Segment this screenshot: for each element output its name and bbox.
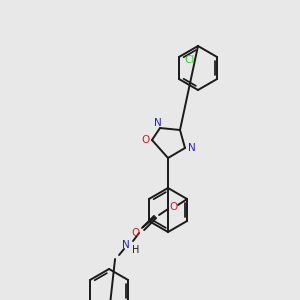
Text: O: O — [142, 135, 150, 145]
Text: N: N — [122, 240, 130, 250]
Text: N: N — [188, 143, 196, 153]
Text: N: N — [154, 118, 162, 128]
Text: H: H — [132, 245, 140, 255]
Text: O: O — [131, 228, 139, 238]
Text: O: O — [169, 202, 177, 212]
Text: Cl: Cl — [185, 55, 195, 65]
